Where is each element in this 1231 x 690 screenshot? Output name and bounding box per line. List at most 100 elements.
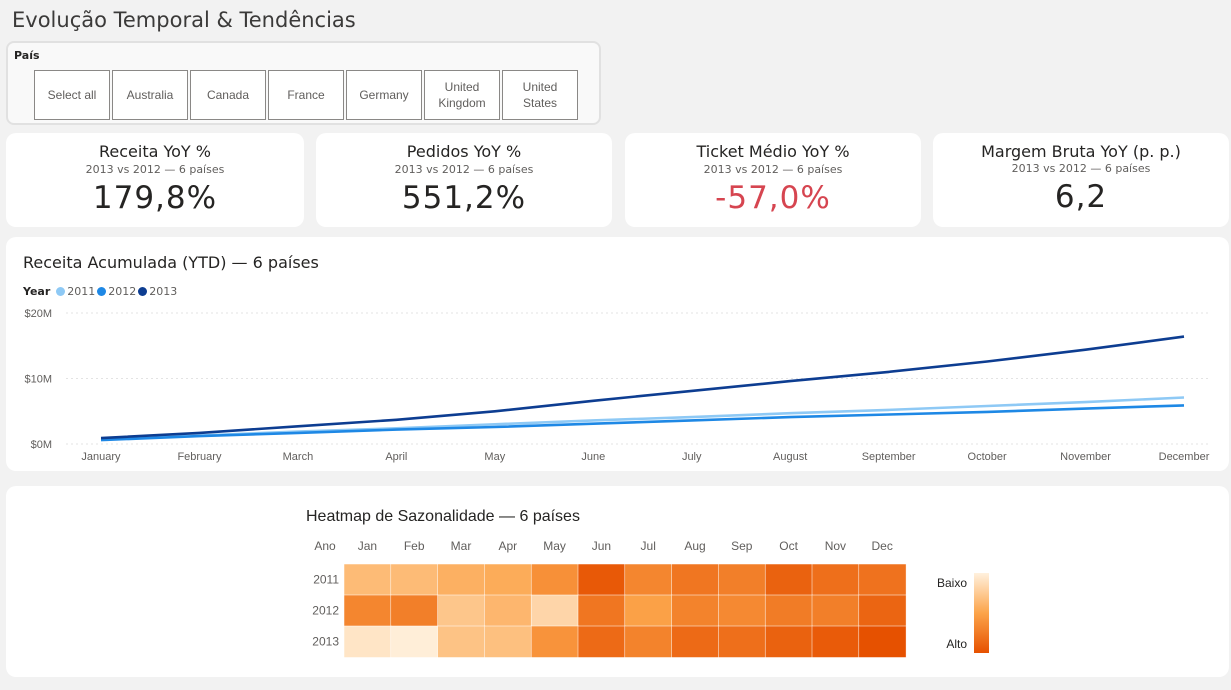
heatmap-cell bbox=[484, 594, 532, 627]
kpi-card-ticket-medio: Ticket Médio YoY % 2013 vs 2012 — 6 país… bbox=[625, 133, 921, 227]
legend-item-2012[interactable]: 2012 bbox=[97, 285, 136, 298]
column-label: Sep bbox=[731, 539, 753, 553]
heatmap-cell bbox=[390, 625, 439, 658]
x-tick-label: August bbox=[773, 451, 807, 463]
kpi-value: 551,2% bbox=[401, 180, 527, 216]
x-tick-label: December bbox=[1159, 451, 1210, 463]
slicer-option-united-states[interactable]: United States bbox=[502, 70, 578, 120]
column-label: Oct bbox=[779, 539, 798, 553]
heatmap-cell bbox=[530, 594, 579, 627]
heatmap-cell bbox=[437, 563, 486, 596]
heatmap-card: Heatmap de Sazonalidade — 6 países Ano Jan… bbox=[6, 486, 1229, 677]
column-label: Dec bbox=[872, 539, 893, 553]
column-label: Aug bbox=[684, 539, 705, 553]
series-line-2012 bbox=[100, 404, 1185, 442]
heatmap-cell bbox=[718, 594, 766, 627]
kpi-title: Ticket Médio YoY % bbox=[696, 142, 850, 161]
legend-title: Year bbox=[23, 285, 51, 298]
column-label: Feb bbox=[404, 539, 425, 553]
kpi-value: -57,0% bbox=[715, 180, 831, 216]
kpi-card-receita: Receita YoY % 2013 vs 2012 — 6 países 17… bbox=[6, 133, 304, 227]
heatmap-cell bbox=[858, 594, 907, 627]
x-tick-label: November bbox=[1060, 451, 1111, 463]
corner-label: Ano bbox=[314, 539, 336, 553]
heatmap-cell bbox=[811, 594, 860, 627]
x-tick-label: April bbox=[385, 451, 407, 463]
heatmap-cell bbox=[671, 625, 720, 658]
heatmap-cell bbox=[530, 563, 579, 596]
heatmap-cell bbox=[811, 563, 860, 596]
heatmap-cell bbox=[811, 625, 860, 658]
slicer-option-france[interactable]: France bbox=[268, 70, 344, 120]
legend-dot bbox=[97, 287, 107, 296]
legend-label: 2013 bbox=[149, 285, 178, 298]
chart-legend: Year 2011 2012 2013 bbox=[23, 285, 179, 298]
ytd-line-chart: $0M $10M $20M January February March April May J… bbox=[24, 308, 1211, 463]
chart-title: Heatmap de Sazonalidade — 6 países bbox=[306, 508, 580, 525]
heatmap-cell bbox=[718, 625, 766, 658]
heatmap-cell bbox=[764, 625, 813, 658]
heatmap-cell bbox=[624, 594, 673, 627]
x-tick-label: February bbox=[177, 451, 222, 463]
y-tick-label: $20M bbox=[24, 308, 52, 320]
page-title: Evolução Temporal & Tendências bbox=[12, 8, 356, 32]
series-line-2013 bbox=[100, 335, 1185, 440]
ytd-chart-card: Receita Acumulada (YTD) — 6 países Year … bbox=[6, 237, 1229, 471]
column-label: Jul bbox=[641, 539, 656, 553]
row-label: 2012 bbox=[312, 604, 339, 618]
heatmap-cell bbox=[577, 594, 626, 627]
heatmap-cell bbox=[390, 594, 439, 627]
legend-label: 2012 bbox=[108, 285, 137, 298]
kpi-subtitle: 2013 vs 2012 — 6 países bbox=[394, 163, 534, 176]
heatmap-cell bbox=[577, 563, 626, 596]
chart-title: Receita Acumulada (YTD) — 6 países bbox=[23, 253, 319, 272]
heatmap-cell bbox=[624, 563, 673, 596]
legend-item-2011[interactable]: 2011 bbox=[56, 285, 95, 298]
heatmap-cell bbox=[858, 563, 907, 596]
kpi-value: 179,8% bbox=[92, 180, 218, 216]
heatmap-cell bbox=[671, 594, 720, 627]
heatmap-cell bbox=[437, 625, 486, 658]
x-tick-label: March bbox=[283, 451, 314, 463]
column-label: Mar bbox=[451, 539, 472, 553]
kpi-subtitle: 2013 vs 2012 — 6 países bbox=[1011, 162, 1151, 175]
column-label: Jan bbox=[358, 539, 377, 553]
legend-item-2013[interactable]: 2013 bbox=[138, 285, 177, 298]
kpi-card-margem-bruta: Margem Bruta YoY (p. p.) 2013 vs 2012 — … bbox=[933, 133, 1229, 227]
x-tick-label: July bbox=[682, 451, 702, 463]
row-label: 2013 bbox=[312, 635, 339, 649]
legend-high-label: Alto bbox=[946, 637, 967, 651]
heatmap-cell bbox=[718, 563, 766, 596]
legend-dot bbox=[56, 287, 66, 296]
heatmap-cell bbox=[530, 625, 579, 658]
heatmap-cell bbox=[437, 594, 486, 627]
heatmap-cell bbox=[671, 563, 720, 596]
column-label: Jun bbox=[592, 539, 611, 553]
x-tick-label: June bbox=[581, 451, 605, 463]
row-label: 2011 bbox=[313, 573, 339, 587]
kpi-title: Receita YoY % bbox=[99, 142, 211, 161]
y-tick-label: $10M bbox=[24, 374, 52, 386]
column-label: Nov bbox=[825, 539, 846, 553]
x-tick-label: October bbox=[968, 451, 1007, 463]
heatmap-cell bbox=[624, 625, 673, 658]
heatmap-cell bbox=[764, 594, 813, 627]
y-tick-label: $0M bbox=[31, 439, 52, 451]
slicer-option-united-kingdom[interactable]: United Kingdom bbox=[424, 70, 500, 120]
slicer-option-select-all[interactable]: Select all bbox=[34, 70, 110, 120]
seasonality-heatmap: Heatmap de Sazonalidade — 6 países Ano Jan… bbox=[306, 508, 989, 658]
x-tick-label: May bbox=[484, 451, 505, 463]
slicer-option-australia[interactable]: Australia bbox=[112, 70, 188, 120]
heatmap-cell bbox=[343, 594, 392, 627]
slicer-option-canada[interactable]: Canada bbox=[190, 70, 266, 120]
heatmap-cell bbox=[484, 625, 532, 658]
slicer-option-germany[interactable]: Germany bbox=[346, 70, 422, 120]
kpi-subtitle: 2013 vs 2012 — 6 países bbox=[85, 163, 225, 176]
heatmap-cell bbox=[390, 563, 439, 596]
heatmap-cell bbox=[577, 625, 626, 658]
kpi-card-pedidos: Pedidos YoY % 2013 vs 2012 — 6 países 55… bbox=[316, 133, 612, 227]
kpi-title: Pedidos YoY % bbox=[406, 142, 522, 161]
heatmap-cell bbox=[343, 563, 392, 596]
x-tick-label: September bbox=[862, 451, 916, 463]
legend-dot bbox=[138, 287, 148, 296]
